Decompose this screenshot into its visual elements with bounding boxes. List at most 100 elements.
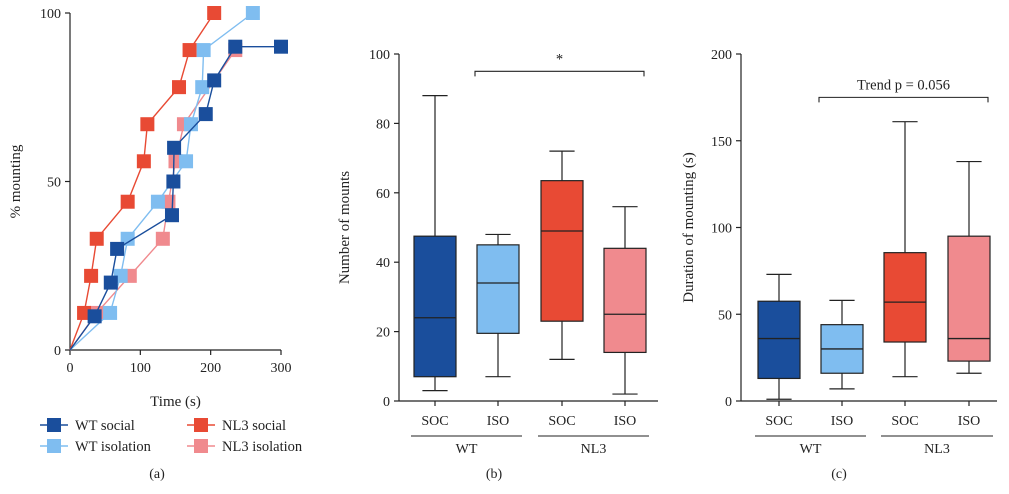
x-tick-label: 200 xyxy=(200,361,221,376)
significance-label: Trend p = 0.056 xyxy=(857,77,950,93)
box-body xyxy=(540,180,584,322)
data-point xyxy=(182,43,197,58)
y-tick-label: 40 xyxy=(376,256,390,271)
box-2 xyxy=(540,150,584,360)
data-point xyxy=(164,208,179,223)
data-point xyxy=(84,268,99,283)
group-label: WT xyxy=(800,442,822,457)
data-point xyxy=(195,80,210,95)
panel-c: 0 50 100 150 200 Duration of mounting (s) SOC I… xyxy=(681,48,997,482)
group-label: WT xyxy=(456,442,478,457)
y-tick-label: 0 xyxy=(725,395,732,410)
legend-swatch xyxy=(47,418,61,432)
data-point xyxy=(103,275,118,290)
data-point xyxy=(179,154,194,169)
y-tick-label: 80 xyxy=(376,117,390,132)
data-point xyxy=(155,231,170,246)
box-1 xyxy=(820,299,864,390)
y-tick-label: 200 xyxy=(711,48,732,63)
legend-swatch xyxy=(47,439,61,453)
x-tick-label: 0 xyxy=(67,361,74,376)
legend-label: NL3 social xyxy=(222,418,286,434)
data-point xyxy=(228,39,243,54)
y-tick-label: 150 xyxy=(711,135,732,150)
x-category-label: SOC xyxy=(891,414,918,429)
group-label: NL3 xyxy=(581,442,607,457)
y-tick-label: 0 xyxy=(54,344,61,359)
panel-label: (a) xyxy=(149,467,165,482)
x-category-label: SOC xyxy=(765,414,792,429)
data-point xyxy=(245,6,260,20)
box-0 xyxy=(757,273,801,400)
legend-entry: WT isolation xyxy=(40,439,152,455)
legend-label: NL3 isolation xyxy=(222,439,303,455)
x-category-label: SOC xyxy=(548,414,575,429)
data-point xyxy=(183,117,198,132)
legend-entry: WT social xyxy=(40,418,135,434)
data-point xyxy=(207,6,222,20)
data-point xyxy=(77,305,92,320)
x-tick-label: 300 xyxy=(271,361,292,376)
y-tick-label: 60 xyxy=(376,187,390,202)
data-point xyxy=(274,39,288,54)
y-tick-label: 50 xyxy=(47,176,61,191)
box-body xyxy=(476,244,520,334)
box-2 xyxy=(883,121,927,378)
data-point xyxy=(166,174,181,189)
box-body xyxy=(757,300,801,380)
data-point xyxy=(87,309,102,324)
x-category-label: ISO xyxy=(614,414,637,429)
panel-a: 0 100 200 300 0 50 100 Time (s) % mounting WT soc… xyxy=(8,6,303,482)
y-tick-label: 50 xyxy=(718,308,732,323)
box-0 xyxy=(413,95,457,392)
legend-swatch xyxy=(194,439,208,453)
series-line xyxy=(69,12,215,351)
x-category-label: ISO xyxy=(831,414,854,429)
data-point xyxy=(120,194,135,209)
x-tick-label: 100 xyxy=(130,361,151,376)
legend-entry: NL3 isolation xyxy=(187,439,303,455)
box-3 xyxy=(947,160,991,374)
y-axis-title: Duration of mounting (s) xyxy=(681,152,697,302)
data-point xyxy=(207,73,222,88)
legend-label: WT social xyxy=(75,418,135,434)
box-3 xyxy=(603,206,647,395)
significance-bracket xyxy=(818,96,989,103)
legend-swatch xyxy=(194,418,208,432)
y-tick-label: 100 xyxy=(711,222,732,237)
legend-label: WT isolation xyxy=(75,439,152,455)
y-tick-label: 20 xyxy=(376,326,390,341)
group-label: NL3 xyxy=(924,442,950,457)
box-body xyxy=(603,247,647,354)
data-point xyxy=(110,241,125,256)
data-point xyxy=(198,107,213,122)
box-body xyxy=(947,235,991,362)
x-category-label: ISO xyxy=(958,414,981,429)
y-tick-label: 100 xyxy=(40,7,61,22)
data-point xyxy=(150,194,165,209)
box-1 xyxy=(476,233,520,378)
legend-entry: NL3 social xyxy=(187,418,286,434)
data-point xyxy=(136,154,151,169)
y-axis-title: % mounting xyxy=(8,144,24,218)
x-category-label: ISO xyxy=(487,414,510,429)
data-point xyxy=(120,231,135,246)
box-body xyxy=(883,252,927,343)
data-point xyxy=(89,231,104,246)
x-category-label: SOC xyxy=(421,414,448,429)
data-point xyxy=(172,80,187,95)
panel-b: 0 20 40 60 80 100 Number of mounts SOC ISO SOC ISO… xyxy=(337,48,658,482)
data-point xyxy=(140,117,155,132)
data-point xyxy=(168,154,183,169)
y-axis-title: Number of mounts xyxy=(337,171,353,284)
y-tick-label: 100 xyxy=(369,48,390,63)
x-axis-title: Time (s) xyxy=(150,394,201,410)
data-point xyxy=(196,43,211,58)
significance-label: * xyxy=(556,51,563,67)
y-tick-label: 0 xyxy=(383,395,390,410)
panel-label: (b) xyxy=(486,467,503,482)
data-point xyxy=(103,305,118,320)
data-point xyxy=(167,140,182,155)
box-body xyxy=(413,235,457,378)
